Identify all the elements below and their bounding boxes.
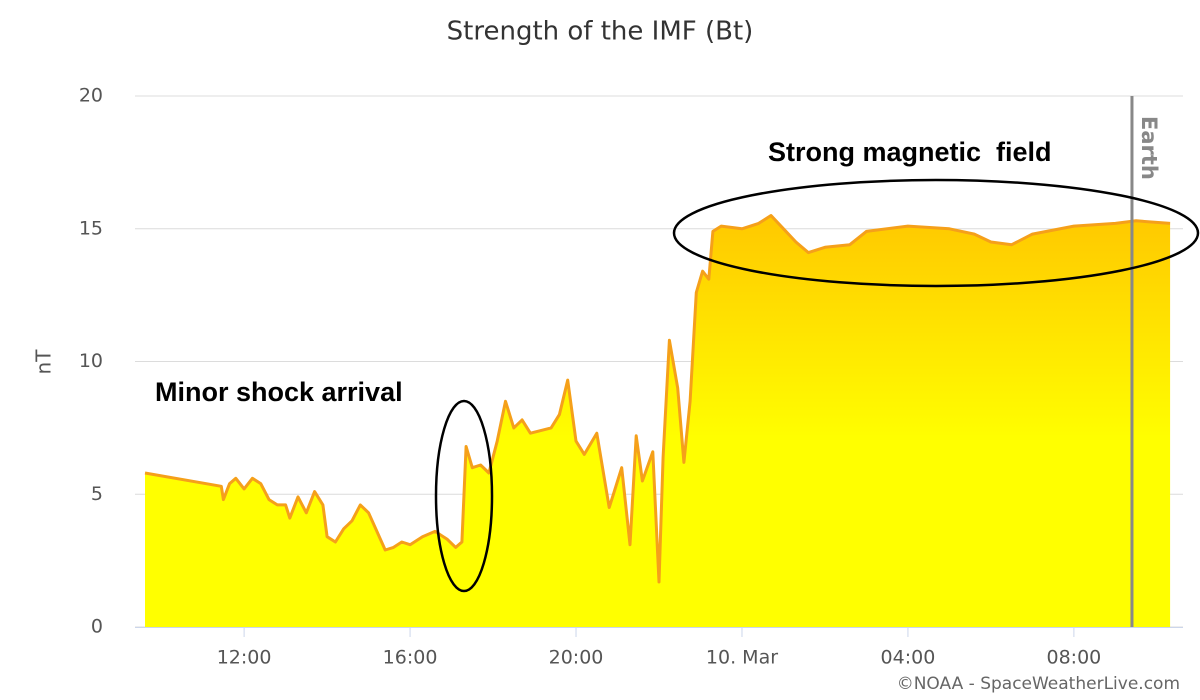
area-fill bbox=[145, 215, 1171, 627]
annotation-ellipse bbox=[672, 178, 1200, 288]
y-tick-label: 20 bbox=[79, 85, 103, 107]
y-tick-label: 5 bbox=[91, 483, 103, 505]
x-tick-label: 16:00 bbox=[383, 647, 438, 669]
earth-label: Earth bbox=[1137, 116, 1161, 180]
x-tick-label: 04:00 bbox=[881, 647, 936, 669]
annotation: Minor shock arrival bbox=[155, 377, 403, 407]
y-tick-label: 10 bbox=[79, 350, 103, 372]
annotation: Strong magnetic field bbox=[768, 137, 1052, 167]
series-line bbox=[144, 214, 1171, 584]
x-tick-label: 12:00 bbox=[217, 647, 272, 669]
credit: ©NOAA - SpaceWeatherLive.com bbox=[897, 674, 1180, 694]
y-tick-label: 15 bbox=[79, 217, 103, 239]
y-tick-label: 0 bbox=[91, 616, 103, 638]
x-tick-label: 08:00 bbox=[1047, 647, 1102, 669]
chart-title: Strength of the IMF (Bt) bbox=[447, 17, 754, 47]
y-axis-label: nT bbox=[32, 349, 56, 375]
x-tick-label: 10. Mar bbox=[706, 647, 778, 669]
annotation-ellipse bbox=[434, 399, 494, 593]
x-tick-label: 20:00 bbox=[549, 647, 604, 669]
plot-area: 0 5 10 15 20 12:00 16:00 20:00 10. Mar 04:00 08:00… bbox=[79, 85, 1183, 669]
